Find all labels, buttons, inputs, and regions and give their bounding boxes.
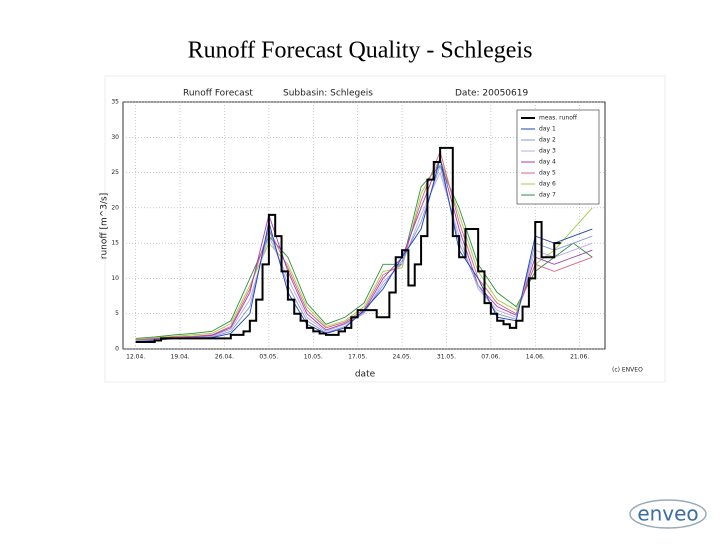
y-tick-label: 15 <box>111 240 119 247</box>
y-tick-label: 35 <box>111 99 119 106</box>
measured-line <box>135 146 561 343</box>
credit: (c) ENVEO <box>612 367 643 374</box>
legend-label: meas. runoff <box>539 115 578 122</box>
y-tick-label: 20 <box>111 204 119 211</box>
x-tick-label: 19.04. <box>171 354 190 361</box>
logo: enveo <box>629 499 707 529</box>
legend-label: day 5 <box>539 170 556 177</box>
forecast-line <box>135 164 593 339</box>
x-tick-label: 31.05. <box>437 354 456 361</box>
legend-label: day 2 <box>539 137 556 144</box>
legend: meas. runoff day 1 day 2 day 3 day 4 day 5 day… <box>516 109 600 205</box>
x-tick-label: 14.06. <box>526 354 545 361</box>
x-tick-label: 10.05. <box>304 354 323 361</box>
forecast-line <box>135 171 593 341</box>
legend-box <box>516 109 600 205</box>
x-tick-label: 21.06. <box>570 354 589 361</box>
x-tick-label: 26.04. <box>215 354 234 361</box>
logo-ring <box>629 499 707 529</box>
slide-title: Runoff Forecast Quality - Schlegeis <box>188 38 533 64</box>
legend-label: day 1 <box>539 126 556 133</box>
x-tick-label: 17.05. <box>348 354 367 361</box>
chart-date: Date: 20050619 <box>455 89 528 99</box>
chart-title: Runoff Forecast <box>183 89 253 99</box>
y-axis-label: runoff [m^3/s] <box>100 193 110 259</box>
legend-label: day 6 <box>539 181 556 188</box>
logo-text: enveo <box>637 502 698 526</box>
y-tick-label: 30 <box>111 134 119 141</box>
y-tick-label: 0 <box>115 346 119 353</box>
y-tick-label: 5 <box>115 310 119 317</box>
x-tick-label: 03.05. <box>259 354 278 361</box>
x-axis-label: date <box>355 370 376 380</box>
y-tick-label: 10 <box>111 275 119 282</box>
x-tick-label: 12.04. <box>126 354 145 361</box>
legend-label: day 3 <box>539 148 556 155</box>
y-tick-label: 25 <box>111 169 119 176</box>
x-tick-label: 07.06. <box>481 354 500 361</box>
legend-label: day 7 <box>539 192 556 199</box>
legend-label: day 4 <box>539 159 556 166</box>
forecast-line <box>135 157 593 340</box>
x-tick-label: 24.05. <box>393 354 412 361</box>
chart-subbasin: Subbasin: Schlegeis <box>283 89 373 99</box>
